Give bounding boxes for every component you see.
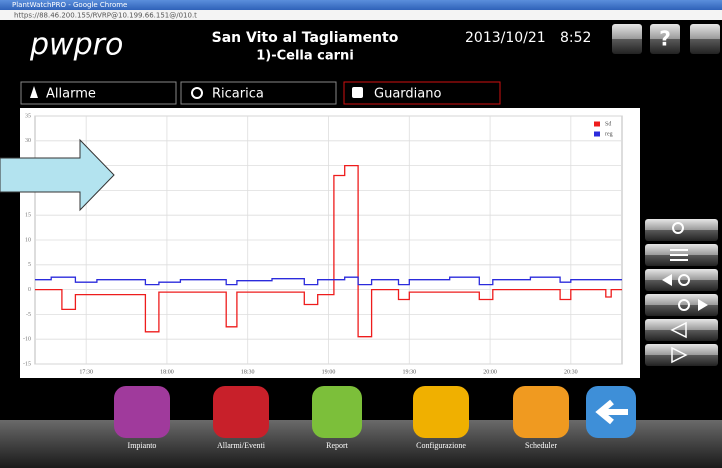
icon	[698, 299, 708, 311]
legend-label: Sd	[605, 121, 611, 127]
x-tick-label: 20:00	[483, 369, 497, 375]
unit-name: 1)-Cella carni	[256, 49, 354, 64]
pointer-arrow	[0, 138, 115, 212]
y-tick-label: 35	[25, 113, 31, 119]
url: https://88.46.200.155/RVRP@10.199.66.151…	[14, 12, 197, 20]
y-tick-label: 5	[28, 262, 31, 268]
x-tick-label: 19:30	[402, 369, 416, 375]
tab-allarme[interactable]	[20, 81, 177, 105]
date: 2013/10/21	[465, 30, 546, 46]
toolbar-label: Report	[326, 441, 349, 450]
icon	[670, 321, 687, 339]
x-tick-label: 18:00	[160, 369, 174, 375]
help-icon: ?	[659, 27, 671, 51]
y-tick-label: -15	[23, 361, 31, 367]
y-tick-label: 15	[25, 213, 31, 219]
site-name: San Vito al Tagliamento	[212, 30, 399, 46]
impianto-button[interactable]	[114, 386, 170, 438]
x-tick-label: 19:00	[322, 369, 336, 375]
window-title: PlantWatchPRO - Google Chrome	[12, 1, 127, 9]
tab-guardiano[interactable]	[343, 81, 501, 105]
legend-label: reg	[605, 131, 613, 137]
side-buttons	[645, 219, 718, 366]
tab-label: Guardiano	[374, 87, 441, 102]
icon	[670, 249, 688, 261]
report-button[interactable]	[312, 386, 362, 438]
icon	[678, 274, 690, 286]
time: 8:52	[560, 30, 591, 46]
logo: pwpro	[29, 28, 123, 63]
tab-icon	[30, 86, 38, 98]
icon	[672, 222, 684, 234]
zoom-button[interactable]	[645, 219, 718, 241]
exit-button[interactable]	[690, 24, 720, 54]
y-tick-label: -10	[23, 337, 31, 343]
icon	[662, 274, 672, 286]
toolbar-label: Allarmi/Eventi	[217, 441, 266, 450]
prev-button[interactable]	[645, 269, 718, 291]
allarmi-button[interactable]	[213, 386, 269, 438]
x-tick-label: 17:30	[79, 369, 93, 375]
address-bar[interactable]	[0, 10, 722, 20]
series-line	[35, 164, 622, 338]
y-tick-label: -5	[26, 312, 31, 318]
scheduler-button[interactable]	[513, 386, 569, 438]
help-button[interactable]	[650, 24, 680, 54]
icon	[671, 346, 688, 364]
y-tick-label: 10	[25, 237, 31, 243]
legend-swatch	[594, 131, 600, 137]
next-button[interactable]	[645, 294, 718, 316]
forward-button[interactable]	[645, 344, 718, 366]
tab-ricarica[interactable]	[180, 81, 337, 105]
tab-icon	[191, 87, 203, 99]
title-bar	[0, 0, 722, 10]
tab-label: Allarme	[46, 87, 96, 102]
x-tick-label: 18:30	[241, 369, 255, 375]
chart: -15-10-50510152025303517:3018:0018:3019:…	[23, 113, 623, 375]
toolbar-label: Scheduler	[525, 441, 557, 450]
buzzer-button[interactable]	[612, 24, 642, 54]
tab-label: Ricarica	[212, 87, 264, 102]
y-tick-label: 30	[25, 138, 31, 144]
icon	[595, 399, 628, 425]
tab-icon	[352, 87, 363, 98]
back-button[interactable]	[645, 319, 718, 341]
toolbar-label: Configurazione	[416, 441, 466, 450]
toolbar-label: Impianto	[128, 441, 157, 450]
y-tick-label: 0	[28, 287, 31, 293]
legend-swatch	[594, 121, 600, 127]
x-tick-label: 20:30	[564, 369, 578, 375]
series-line	[35, 276, 622, 286]
icon	[678, 299, 690, 311]
configurazione-button[interactable]	[413, 386, 469, 438]
